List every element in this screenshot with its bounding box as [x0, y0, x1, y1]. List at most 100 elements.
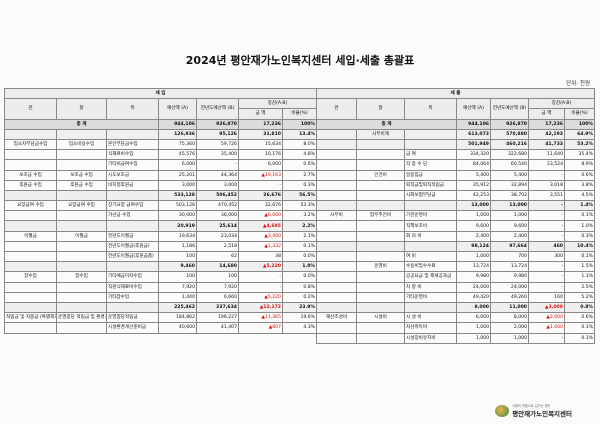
expense-cell-kwan — [316, 240, 357, 253]
expense-cell-mok: 자산취득비 — [404, 322, 457, 334]
revenue-table-row: 9,460 14,680 ▲5,220 1.0% — [4, 261, 318, 273]
expense-cell-amount: 23,524 — [528, 159, 565, 171]
expense-cell-prev: 700 — [490, 250, 529, 263]
expense-cell-kwan — [316, 179, 357, 191]
revenue-cell-budget: 7,920 — [158, 281, 197, 293]
expense-cell-mok: 차 량 비 — [404, 281, 457, 293]
expense-cell-budget: 98,124 — [456, 240, 491, 253]
revenue-cell-hang — [56, 281, 107, 293]
expense-table-row: 퇴직금및퇴직적립금 35,912 32,894 3,018 3.8% — [316, 179, 596, 191]
expense-cell-ratio: 3.8% — [563, 179, 596, 191]
expense-cell-amount: ▲2,000 — [528, 312, 565, 324]
expense-table-row: 98,124 97,664 460 10.4% — [316, 240, 596, 253]
revenue-cell-hang — [56, 240, 107, 253]
revenue-table-row: 잡수입 잡수입 기타예금이자수입 100 100-0.0% — [4, 271, 318, 283]
revenue-cell-prev: 25,614 — [196, 220, 239, 232]
revenue-cell-budget: 126,936 — [158, 128, 197, 140]
revenue-cell-ratio: 2.7% — [281, 169, 318, 181]
page-title: 2024년 평안재가노인복지센터 세입·세출 총괄표 — [185, 54, 415, 67]
expense-table-row: 여 비 1,000 700 300 0.1% — [316, 250, 596, 263]
revenue-cell-kwan — [4, 261, 57, 273]
expense-cell-hang — [356, 159, 405, 171]
expense-table-row: 사무비계 613,073 570,880 42,193 64.9% — [316, 128, 596, 140]
revenue-cell-hang — [56, 322, 107, 334]
expense-cell-mok: 여 비 — [404, 250, 457, 263]
revenue-cell-amount: 10,176 — [238, 149, 283, 161]
expense-table-row: 8,000 11,000 ▲3,000 0.8% — [316, 301, 596, 314]
expense-cell-ratio: 1.5% — [563, 261, 596, 273]
expense-cell-ratio: 5.2% — [563, 291, 596, 303]
expense-cell-budget: 13,000 — [456, 200, 491, 212]
revenue-table-row: 보조금 수입 보조금 수입 시도보조금 25,201 44,364 ▲19,163 2.7% — [4, 169, 318, 181]
revenue-cell-budget: 75,360 — [158, 138, 197, 151]
expense-table-row: 직책보조비 9,600 9,600-1.0% — [316, 220, 596, 232]
expense-header-budget: 예산액 (A) — [456, 98, 491, 120]
expense-table-row: 재산조성비 시설비 시 설 비 6,000 8,000 ▲2,000 0.6% — [316, 312, 596, 324]
revenue-cell-prev: 95,126 — [196, 128, 239, 140]
expense-cell-budget: 9,980 — [456, 271, 491, 283]
revenue-cell-kwan — [4, 301, 57, 314]
expense-cell-hang — [356, 291, 405, 303]
revenue-cell-mok: 시설환경개선준비금 — [106, 322, 159, 334]
revenue-header-hang: 항 — [56, 98, 107, 120]
expense-cell-prev: 8,000 — [490, 312, 529, 324]
expense-cell-kwan — [316, 138, 357, 151]
expense-total-prev: 926,870 — [490, 118, 529, 130]
expense-cell-budget: 1,000 — [456, 210, 491, 222]
expense-table: 세 출 관 항 목 예산액 (A) 전년도예산액 (B) 증감(A-B) 금 액 비율(%) 총 … — [315, 87, 596, 344]
center-logo-icon — [495, 404, 510, 417]
expense-header-diff: 증감(A-B) — [527, 98, 596, 110]
expense-cell-mok: 급 여 — [404, 149, 457, 161]
revenue-cell-ratio: 0.1% — [281, 240, 318, 253]
expense-cell-ratio: 0.3% — [563, 230, 596, 242]
expense-table-row: 기타운영비 49,420 49,260 160 5.2% — [316, 291, 596, 303]
expense-cell-mok — [404, 138, 457, 151]
revenue-cell-ratio: 4.3% — [281, 322, 318, 334]
expense-cell-prev: 322,680 — [490, 149, 529, 161]
revenue-cell-budget: 3,000 — [158, 179, 197, 191]
expense-cell-kwan — [316, 200, 357, 212]
revenue-cell-mok: 본인부담금수입 — [106, 138, 159, 151]
revenue-total-label: 총 계 — [4, 118, 159, 130]
expense-cell-amount: 41,733 — [528, 138, 565, 151]
revenue-cell-prev: 7,920 — [196, 281, 239, 293]
expense-cell-amount: - — [528, 271, 565, 283]
revenue-table-row: 직원식재료비수입 7,920 7,920-0.8% — [4, 281, 318, 293]
revenue-table-row: 입소자부담금수입 입소비용수입 본인부담금수입 75,360 59,726 15,634 8… — [4, 138, 318, 151]
expense-header-kwan: 관 — [316, 98, 357, 120]
revenue-cell-kwan — [4, 322, 57, 334]
revenue-cell-mok: 전년도이월금(후원금) — [106, 240, 159, 253]
expense-cell-ratio: 0.1% — [563, 322, 596, 334]
expense-cell-budget: 13,724 — [456, 261, 491, 273]
revenue-cell-hang: 입소비용수입 — [56, 138, 107, 151]
revenue-column-header-row: 관 항 목 예산액 (A) 전년도예산액 (B) 증감(A-B) — [4, 98, 318, 120]
expense-table-row: 사회보험부담금 42,253 38,702 3,551 4.5% — [316, 189, 596, 202]
expense-cell-budget: 501,949 — [456, 138, 491, 151]
revenue-header-ratio: 비율(%) — [281, 108, 318, 120]
revenue-cell-budget: 9,460 — [158, 261, 197, 273]
expense-cell-kwan — [316, 159, 357, 171]
revenue-cell-kwan — [4, 291, 57, 303]
revenue-cell-kwan — [4, 220, 57, 232]
expense-cell-prev: 13,724 — [490, 261, 529, 273]
revenue-total-prev: 926,870 — [196, 118, 239, 130]
revenue-cell-amount: 6,000 — [238, 159, 283, 171]
expense-table-row: 자산취득비 1,000 2,000 ▲1,000 0.1% — [316, 322, 596, 334]
revenue-cell-ratio: 3.2% — [281, 210, 318, 222]
expense-cell-mok — [404, 128, 457, 140]
revenue-cell-amount: ▲3,400 — [238, 230, 283, 242]
revenue-cell-amount: ▲5,220 — [238, 261, 283, 273]
revenue-cell-hang — [56, 250, 107, 263]
expense-cell-hang — [356, 240, 405, 253]
revenue-table-row: 126,936 95,126 31,810 13.4% — [4, 128, 318, 140]
revenue-cell-budget: 184,862 — [158, 312, 197, 324]
expense-cell-budget: 5,400 — [456, 169, 491, 181]
expense-cell-kwan — [316, 271, 357, 283]
revenue-cell-budget: 25,201 — [158, 169, 197, 181]
expense-cell-hang — [356, 189, 405, 202]
expense-cell-kwan — [316, 250, 357, 263]
expense-cell-hang — [356, 281, 405, 293]
revenue-cell-kwan — [4, 189, 57, 202]
expense-cell-kwan — [316, 332, 357, 344]
expense-cell-prev: 570,880 — [490, 128, 529, 140]
